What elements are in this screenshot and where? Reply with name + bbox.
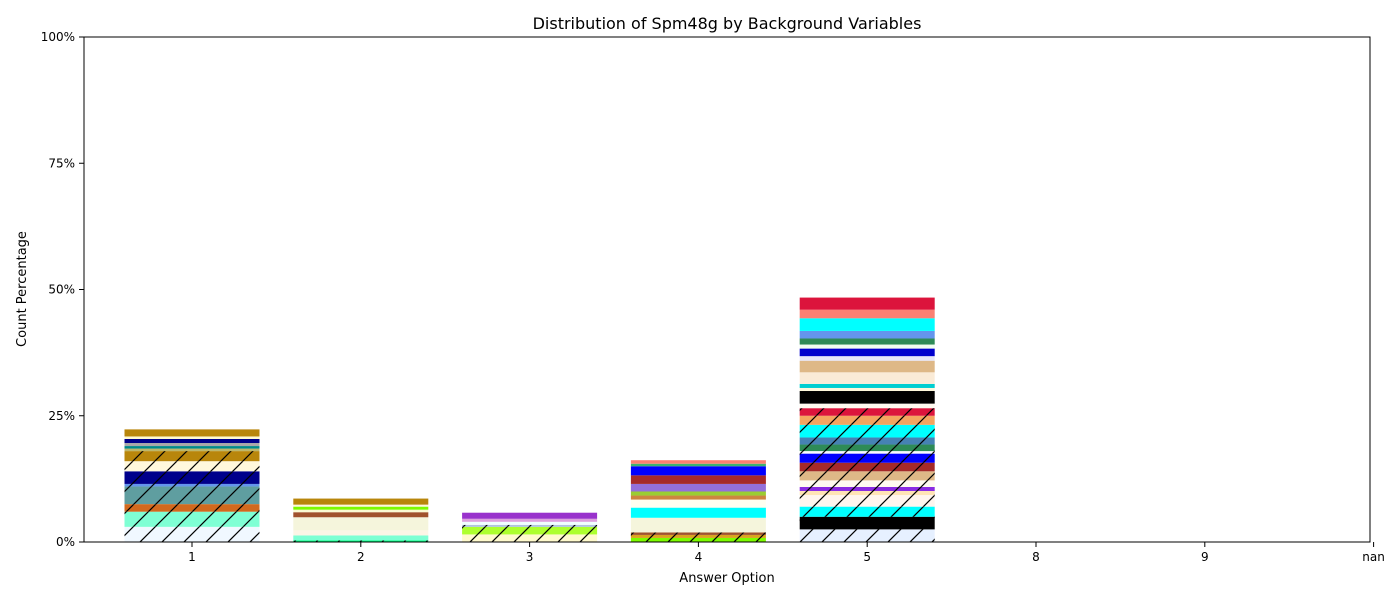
bar-segment-hatch: [799, 471, 935, 481]
bar-segment: [124, 443, 260, 447]
bar-segment-hatch: [799, 506, 935, 517]
bar-segment: [293, 535, 429, 541]
bar-layer: [124, 297, 935, 542]
bar-segment-hatch: [799, 495, 935, 507]
bar-segment: [293, 504, 429, 507]
bar-segment: [799, 387, 935, 392]
bar-segment: [799, 391, 935, 404]
y-tick-label: 100%: [41, 30, 75, 44]
bar-segment: [293, 498, 429, 505]
bar-segment: [124, 438, 260, 444]
bar-segment: [799, 403, 935, 409]
bar-segment: [799, 383, 935, 388]
bar-segment-hatch: [124, 486, 260, 505]
bar-segment: [630, 483, 766, 492]
bar-segment: [293, 517, 429, 531]
bar-segment-hatch: [293, 540, 429, 542]
bar-stack-1: [124, 429, 260, 542]
bar-segment: [293, 509, 429, 513]
x-tick-label: 4: [695, 550, 703, 564]
x-axis-label: Answer Option: [679, 571, 774, 586]
bar-segment-hatch: [124, 461, 260, 472]
bar-segment: [462, 512, 598, 519]
bar-segment: [293, 506, 429, 510]
bar-segment: [630, 499, 766, 508]
bar-segment-hatch: [124, 471, 260, 484]
x-tick-label: 9: [1201, 550, 1209, 564]
bar-stack-4: [630, 460, 766, 542]
bar-segment: [462, 518, 598, 522]
bar-segment-hatch: [799, 451, 935, 454]
bar-segment-hatch: [799, 480, 935, 487]
bar-segment-hatch: [799, 408, 935, 416]
y-axis-ticks: 0% 25% 50% 75% 100%: [41, 30, 84, 549]
bar-segment-hatch: [799, 453, 935, 463]
bar-segment-hatch: [799, 444, 935, 452]
bar-segment-hatch: [124, 504, 260, 512]
bar-segment-hatch: [124, 483, 260, 487]
bar-segment: [630, 491, 766, 496]
x-tick-label: 3: [526, 550, 534, 564]
bar-stack-2: [293, 498, 429, 542]
bar-segment-hatch: [799, 424, 935, 438]
bar-segment-hatch: [630, 534, 766, 538]
bar-segment: [630, 495, 766, 500]
x-tick-label: 8: [1032, 550, 1040, 564]
y-axis-label: Count Percentage: [15, 231, 30, 347]
bar-segment: [799, 330, 935, 339]
bar-segment: [124, 429, 260, 437]
bar-segment-hatch: [799, 462, 935, 472]
bar-segment-hatch: [462, 524, 598, 527]
bar-segment-hatch: [799, 516, 935, 530]
x-tick-label: 1: [188, 550, 196, 564]
bar-segment: [799, 348, 935, 357]
bar-segment: [799, 360, 935, 373]
bar-segment-hatch: [124, 451, 260, 462]
bar-segment: [630, 463, 766, 467]
bar-segment-hatch: [630, 537, 766, 542]
y-tick-label: 50%: [48, 283, 75, 297]
bar-segment: [799, 318, 935, 331]
bar-segment-hatch: [462, 534, 598, 542]
bar-segment-hatch: [799, 415, 935, 425]
bar-segment-hatch: [630, 532, 766, 535]
bar-segment: [462, 521, 598, 525]
bar-segment: [124, 446, 260, 449]
bar-segment: [293, 530, 429, 536]
y-tick-label: 75%: [48, 156, 75, 170]
bar-segment: [799, 372, 935, 384]
bar-stack-3: [462, 512, 598, 542]
bar-segment: [293, 512, 429, 518]
bar-segment-hatch: [124, 526, 260, 542]
bar-segment: [799, 356, 935, 361]
bar-segment: [799, 297, 935, 310]
bar-segment: [799, 344, 935, 349]
bar-segment-hatch: [462, 526, 598, 535]
bar-segment: [799, 338, 935, 345]
bar-segment: [124, 448, 260, 452]
x-tick-label: nan: [1362, 550, 1385, 564]
bar-segment: [630, 517, 766, 533]
bar-segment: [630, 507, 766, 518]
bar-segment: [124, 436, 260, 439]
bar-segment-hatch: [799, 437, 935, 445]
bar-segment: [630, 466, 766, 476]
bar-segment-hatch: [799, 490, 935, 496]
bar-segment-hatch: [124, 511, 260, 527]
bar-segment-hatch: [799, 529, 935, 542]
bar-segment: [630, 475, 766, 484]
bar-segment-hatch: [799, 486, 935, 491]
x-tick-label: 5: [863, 550, 871, 564]
bar-segment: [799, 309, 935, 319]
bar-segment: [630, 460, 766, 464]
x-tick-label: 2: [357, 550, 365, 564]
chart-title: Distribution of Spm48g by Background Var…: [533, 14, 922, 33]
x-axis-ticks: 1 2 3 4 5 8 9 nan: [188, 542, 1385, 564]
y-tick-label: 25%: [48, 409, 75, 423]
bar-stack-5: [799, 297, 935, 542]
y-tick-label: 0%: [56, 535, 75, 549]
plot-frame: [83, 36, 1371, 543]
